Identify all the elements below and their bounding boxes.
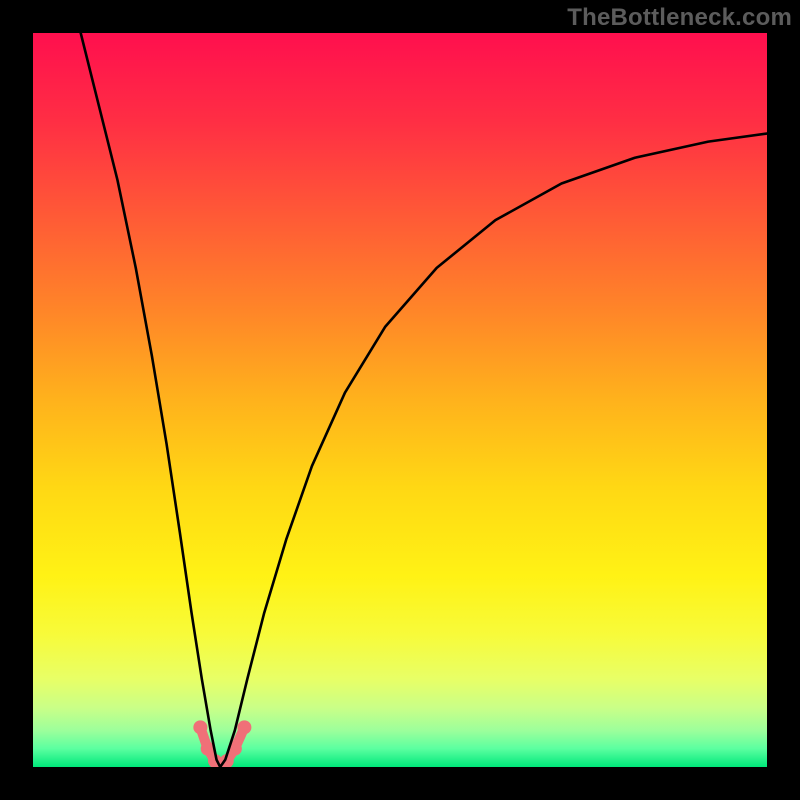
gradient-rect	[33, 33, 767, 767]
figure-root: TheBottleneck.com	[0, 0, 800, 800]
plot-area	[33, 33, 767, 767]
watermark-label: TheBottleneck.com	[567, 4, 792, 32]
gradient-background	[33, 33, 767, 767]
